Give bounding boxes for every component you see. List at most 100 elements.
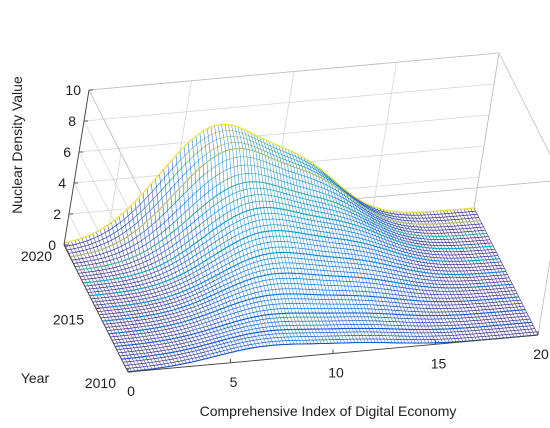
surface-mesh-segment <box>401 275 406 277</box>
surface-mesh-segment <box>185 352 189 354</box>
surface-mesh-segment <box>152 250 157 253</box>
surface-mesh-segment <box>391 221 395 224</box>
surface-mesh-segment <box>205 291 210 295</box>
surface-mesh-segment <box>263 309 268 311</box>
surface-mesh-segment <box>206 346 210 349</box>
surface-mesh-segment <box>205 252 210 256</box>
surface-mesh-segment <box>169 251 174 255</box>
surface-mesh-segment <box>159 213 164 219</box>
surface-mesh-segment <box>118 295 123 297</box>
surface-mesh-segment <box>142 260 147 264</box>
surface-mesh-segment <box>209 205 215 209</box>
surface-mesh-segment <box>82 249 87 251</box>
surface-mesh-segment <box>293 184 298 187</box>
surface-mesh-segment <box>155 309 160 311</box>
surface-mesh-segment <box>382 271 386 273</box>
surface-mesh-segment <box>231 279 235 283</box>
surface-mesh-segment <box>182 331 187 334</box>
surface-mesh-segment <box>196 319 201 322</box>
surface-mesh-segment <box>318 211 322 213</box>
surface-mesh-segment <box>258 265 263 267</box>
surface-mesh-segment <box>401 229 405 231</box>
surface-mesh-segment <box>167 206 172 211</box>
surface-mesh-segment <box>376 254 380 256</box>
surface-mesh-segment <box>224 334 228 337</box>
surface-mesh-segment <box>408 262 413 265</box>
surface-mesh-segment <box>214 210 219 214</box>
surface-mesh-segment <box>155 323 159 325</box>
surface-mesh-segment <box>396 225 400 228</box>
surface-mesh-segment <box>127 282 132 285</box>
surface-mesh-segment <box>188 326 192 329</box>
surface-mesh-segment <box>243 137 248 140</box>
surface-mesh-segment <box>245 329 249 332</box>
surface-mesh-segment <box>178 346 183 349</box>
surface-mesh-segment <box>230 248 235 252</box>
surface-mesh-segment <box>115 252 120 255</box>
surface-mesh-segment <box>235 315 240 318</box>
surface-mesh-segment <box>201 293 206 296</box>
surface-mesh-segment <box>160 276 165 280</box>
surface-mesh-segment <box>205 208 211 212</box>
surface-mesh-segment <box>378 250 382 253</box>
surface-mesh-segment <box>170 290 175 293</box>
surface-mesh-segment <box>203 181 209 186</box>
surface-mesh-segment <box>258 342 262 344</box>
surface-mesh-segment <box>279 149 284 152</box>
surface-mesh-segment <box>113 285 118 287</box>
surface-mesh-segment <box>242 132 246 135</box>
surface-mesh-segment <box>163 300 167 303</box>
surface-mesh-segment <box>410 253 415 255</box>
surface-mesh-segment <box>375 215 379 218</box>
surface-mesh-segment <box>222 252 227 256</box>
surface-mesh-segment <box>231 325 236 327</box>
surface-mesh-segment <box>378 221 383 224</box>
surface-mesh-segment <box>417 243 421 245</box>
surface-mesh-segment <box>322 241 327 243</box>
surface-mesh-segment <box>297 242 301 244</box>
surface-mesh-segment <box>135 336 140 338</box>
surface-mesh-segment <box>353 220 358 223</box>
surface-mesh-segment <box>338 229 342 231</box>
surface-mesh-segment <box>268 247 273 249</box>
surface-mesh-segment <box>399 247 403 249</box>
surface-mesh-segment <box>152 295 157 298</box>
surface-mesh-segment <box>301 207 306 210</box>
surface-mesh-segment <box>226 202 231 206</box>
surface-mesh-segment <box>106 235 111 238</box>
surface-mesh-segment <box>207 178 213 183</box>
surface-mesh-segment <box>219 171 224 175</box>
surface-mesh-segment <box>257 213 262 215</box>
surface-mesh-segment <box>220 275 225 278</box>
surface-mesh-segment <box>178 176 183 181</box>
surface-mesh-segment <box>394 222 398 225</box>
surface-mesh-segment <box>377 266 381 268</box>
surface-mesh-segment <box>183 234 189 238</box>
surface-mesh-segment <box>248 328 253 331</box>
surface-mesh-segment <box>251 336 256 338</box>
surface-mesh-segment <box>160 363 165 365</box>
surface-mesh-segment <box>227 333 232 336</box>
surface-mesh-segment <box>255 306 259 308</box>
surface-mesh-segment <box>165 287 170 290</box>
surface-mesh-segment <box>384 245 389 248</box>
surface-mesh-segment <box>366 219 370 222</box>
surface-mesh-segment <box>338 207 342 210</box>
surface-mesh-segment <box>178 314 182 317</box>
surface-mesh-segment <box>82 257 87 259</box>
surface-mesh-segment <box>326 178 330 182</box>
surface-mesh-segment <box>391 217 395 220</box>
surface-mesh-segment <box>295 206 299 208</box>
surface-mesh-segment <box>299 237 304 239</box>
surface-mesh-segment <box>384 219 389 222</box>
surface-mesh-segment <box>401 244 405 247</box>
surface-mesh-segment <box>378 213 382 216</box>
surface-mesh-segment <box>130 310 134 312</box>
surface-mesh-segment <box>270 153 274 156</box>
surface-mesh-segment <box>253 339 257 341</box>
surface-mesh-segment <box>370 273 374 276</box>
surface-mesh-segment <box>229 223 234 227</box>
surface-mesh-segment <box>402 261 406 263</box>
surface-mesh-segment <box>182 227 188 232</box>
surface-mesh-segment <box>211 220 217 224</box>
